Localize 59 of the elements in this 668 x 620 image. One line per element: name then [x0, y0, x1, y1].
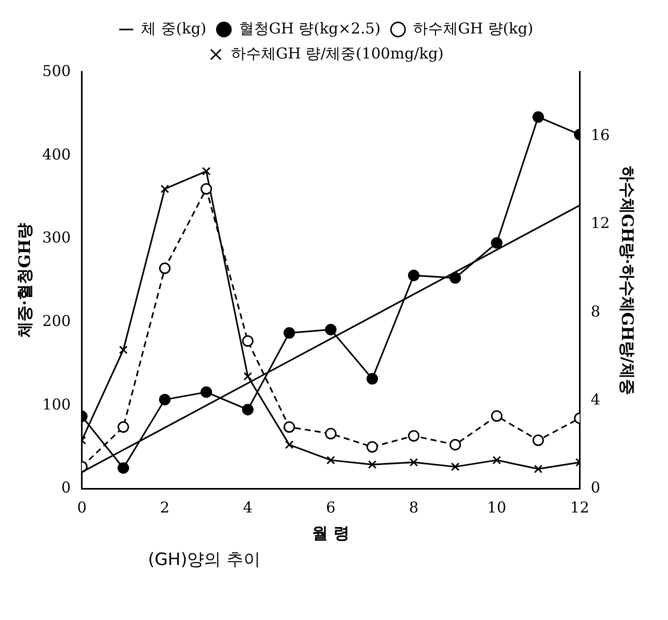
point — [118, 421, 130, 433]
point — [490, 410, 502, 422]
point — [534, 464, 543, 474]
point — [326, 456, 336, 464]
point — [119, 346, 128, 354]
x-tick-label: 12 — [570, 498, 590, 517]
x-tick-label: 6 — [326, 498, 336, 517]
x-tick-label: 4 — [243, 498, 253, 517]
point — [366, 441, 378, 453]
point — [284, 440, 294, 449]
point — [200, 183, 212, 195]
y-tick-label: 0 — [61, 478, 71, 497]
x-tick-label: 10 — [487, 498, 506, 517]
y-tick-label: 500 — [42, 62, 71, 80]
y-tick-label: 200 — [42, 312, 71, 330]
point — [409, 458, 418, 467]
legend-label: 혈청GH 량(kg×2.5) — [238, 19, 381, 38]
y2-tick-label: 12 — [590, 214, 610, 232]
x-tick-label: 8 — [408, 498, 419, 517]
point — [325, 428, 337, 440]
point — [492, 456, 502, 464]
point — [449, 438, 461, 450]
y2-tick-label: 4 — [590, 390, 600, 408]
point — [284, 421, 296, 433]
point — [159, 262, 171, 274]
point — [242, 404, 254, 416]
point — [118, 462, 130, 474]
point — [450, 462, 460, 472]
point — [368, 460, 377, 469]
y-axis-title: 체중·혈청GH량 — [14, 223, 34, 339]
point — [408, 430, 420, 442]
legend-label: 하수체GH 량(kg) — [413, 19, 534, 38]
point — [408, 270, 420, 282]
legend-label: 하수체GH 량/체중(100mg/kg) — [230, 44, 444, 62]
point — [532, 434, 544, 446]
text: (GH)양의 추이 — [148, 549, 262, 571]
x-tick-label: 0 — [77, 498, 87, 517]
point — [160, 184, 170, 194]
y2-axis-title: 하수체GH량·하수체GH량/체중 — [618, 166, 638, 395]
point — [490, 237, 502, 249]
point — [159, 394, 171, 406]
point — [244, 372, 252, 381]
x-tick-label: 2 — [160, 498, 170, 517]
point — [532, 111, 544, 123]
y2-tick-label: 0 — [590, 478, 600, 497]
y2-tick-label: 8 — [590, 302, 600, 320]
y-tick-label: 100 — [42, 395, 71, 414]
x-axis-title: 월 령 — [312, 524, 350, 543]
y2-tick-label: 16 — [590, 126, 610, 144]
legend-label: 체 중(kg) — [141, 19, 206, 38]
point — [449, 272, 461, 284]
y-tick-label: 400 — [42, 145, 71, 164]
point — [284, 327, 296, 339]
point — [242, 335, 254, 347]
point — [366, 373, 378, 385]
point — [200, 386, 212, 398]
point — [202, 166, 211, 176]
y-tick-label: 300 — [42, 228, 71, 247]
point — [325, 324, 337, 336]
